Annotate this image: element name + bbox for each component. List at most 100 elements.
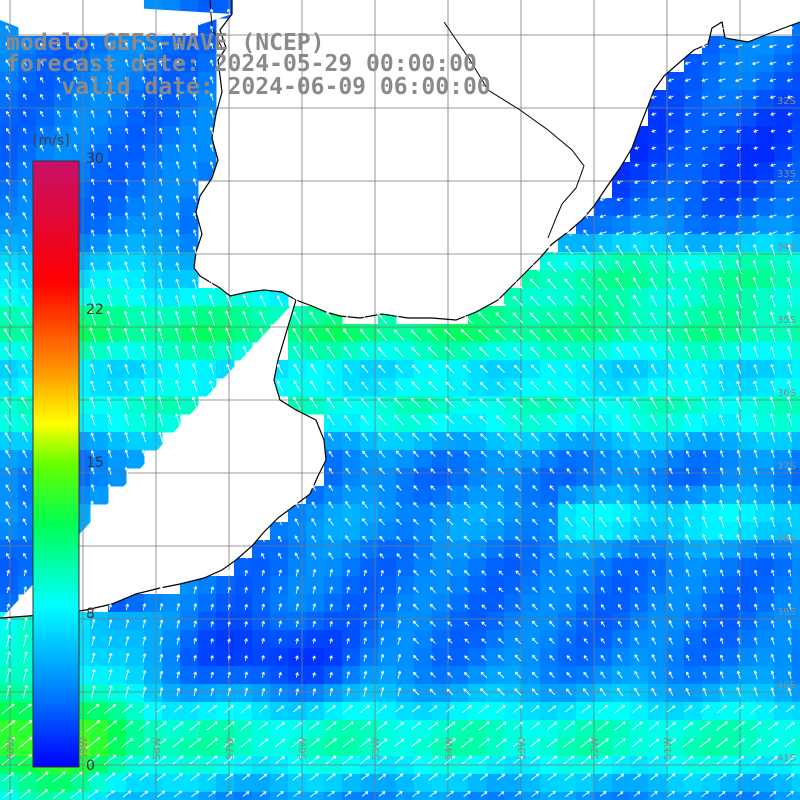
wind-arrow (495, 738, 507, 748)
wind-arrow (328, 517, 334, 526)
wind-cell (324, 720, 343, 739)
wind-arrow (192, 161, 197, 169)
wind-cell (18, 270, 37, 289)
wind-arrow (141, 211, 146, 220)
wind-arrow (447, 655, 453, 661)
wind-cell (0, 54, 19, 73)
wind-cell (540, 576, 559, 595)
wind-arrow (549, 450, 555, 458)
wind-arrow (480, 688, 488, 696)
wind-arrow (427, 738, 439, 748)
wind-cell (306, 342, 325, 361)
wind-arrow (22, 59, 27, 67)
wind-arrow (6, 603, 11, 611)
wind-cell (756, 504, 775, 523)
wind-arrow (23, 111, 27, 117)
wind-arrow (175, 295, 181, 307)
wind-arrow (3, 328, 12, 342)
lat-label: 40S (777, 680, 796, 691)
wind-arrow (121, 704, 133, 714)
wind-arrow (141, 380, 147, 392)
wind-arrow (564, 278, 574, 290)
wind-arrow (261, 671, 265, 679)
wind-arrow (649, 231, 659, 236)
wind-arrow (343, 773, 353, 781)
wind-cell (162, 36, 181, 55)
wind-arrow (615, 294, 625, 308)
wind-cell (324, 558, 343, 577)
wind-cell (540, 432, 559, 451)
wind-arrow (124, 261, 130, 273)
wind-cell (720, 450, 739, 469)
wind-cell (720, 306, 739, 325)
wind-arrow (22, 195, 28, 203)
wind-cell (486, 468, 505, 487)
wind-cell (432, 432, 451, 451)
wind-arrow (104, 772, 116, 782)
wind-arrow (260, 535, 265, 543)
wind-cell (432, 576, 451, 595)
wind-cell (684, 252, 703, 271)
wind-arrow (176, 585, 181, 594)
wind-arrow (718, 95, 726, 100)
wind-cell (162, 90, 181, 109)
wind-cell (252, 720, 271, 739)
wind-cell (450, 342, 469, 361)
wind-arrow (141, 161, 146, 169)
wind-arrow (159, 602, 164, 611)
wind-arrow (700, 773, 710, 781)
wind-cell (108, 774, 127, 793)
wind-arrow (157, 413, 164, 427)
wind-arrow (278, 637, 282, 644)
wind-cell (288, 522, 307, 541)
wind-arrow (22, 484, 27, 492)
wind-cell (162, 270, 181, 289)
wind-cell (450, 378, 469, 397)
wind-arrow (753, 396, 759, 410)
wind-arrow (513, 432, 523, 442)
wind-arrow (616, 397, 624, 409)
wind-cell (126, 360, 145, 379)
wind-cell (720, 252, 739, 271)
wind-arrow (90, 484, 95, 492)
wind-cell (72, 90, 91, 109)
wind-arrow (753, 180, 759, 184)
wind-cell (144, 792, 163, 800)
wind-arrow (753, 534, 758, 544)
wind-arrow (581, 516, 590, 527)
wind-cell (432, 612, 451, 631)
wind-cell (774, 612, 793, 631)
wind-arrow (617, 570, 623, 576)
wind-cell (324, 324, 343, 343)
wind-arrow (718, 61, 726, 66)
wind-cell (162, 288, 181, 307)
wind-cell (414, 666, 433, 685)
wind-arrow (701, 61, 709, 65)
wind-arrow (599, 687, 607, 697)
wind-arrow (769, 61, 777, 66)
wind-arrow (293, 705, 302, 713)
wind-cell (612, 612, 631, 631)
wind-arrow (223, 738, 235, 748)
wind-cell (756, 198, 775, 217)
wind-arrow (583, 655, 589, 661)
lat-label: 36S (777, 388, 796, 399)
wind-cell (342, 540, 361, 559)
wind-arrow (631, 738, 643, 748)
wind-cell (774, 252, 793, 271)
lat-label: 33S (777, 169, 796, 180)
wind-arrow (293, 363, 301, 375)
wind-cell (432, 414, 451, 433)
wind-cell (414, 648, 433, 667)
wind-arrow (90, 450, 95, 458)
wind-cell (648, 252, 667, 271)
wind-cell (432, 324, 451, 343)
lon-label: 53W (517, 737, 528, 760)
wind-cell (360, 414, 379, 433)
wind-arrow (668, 603, 674, 611)
wind-arrow (770, 95, 776, 99)
wind-arrow (325, 738, 338, 748)
wind-cell (126, 90, 145, 109)
wind-cell (468, 792, 487, 800)
